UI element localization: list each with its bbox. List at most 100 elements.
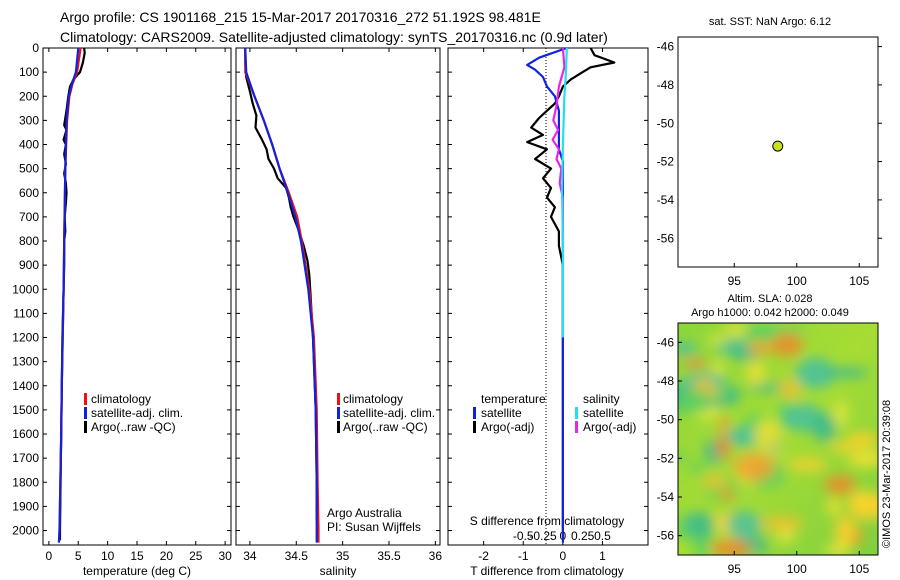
heatmap-blob [861, 450, 876, 460]
difference-panel: -2 -1 0 1-0.5-0.25 0 0.25 0.5 S difference fro… [447, 47, 649, 578]
salinity-panel: 34 34.5 35 35.5 36 salinity climatology sate… [235, 47, 443, 578]
sla-heatmap-blobs [678, 323, 878, 555]
heatmap-blob [678, 450, 692, 465]
heatmap-blob [788, 458, 827, 471]
temperature-panel: 0 5 10 15 20 25 300100200300400500600700800900… [12, 41, 232, 578]
heatmap-blob [771, 332, 804, 357]
x-tick-label: 30 [218, 549, 232, 563]
heatmap-blob [834, 516, 857, 547]
temperature-axes-frame [42, 47, 232, 546]
sla-map-panel: Altim. SLA: 0.028 Argo h1000: 0.042 h200… [657, 293, 879, 576]
heatmap-blob [695, 536, 709, 555]
legend-label-argo: Argo(..raw -QC) [91, 420, 176, 434]
diff-legend-label-s-satellite: satellite [583, 406, 624, 420]
heatmap-blob [826, 497, 842, 517]
argo-position-marker [772, 140, 784, 152]
x-tick-label: 105 [849, 274, 869, 288]
sal-legend-label-argo: Argo(..raw -QC) [343, 420, 428, 434]
x-tick-label: -2 [478, 549, 489, 563]
y-tick-label: 1300 [12, 355, 39, 369]
heatmap-blob [794, 357, 836, 389]
y-tick-label: 1800 [12, 475, 39, 489]
temperature-ticks: 0 5 10 15 20 25 300100200300400500600700800900… [12, 41, 232, 563]
y-tick-label: -52 [657, 451, 675, 465]
y-tick-label: 600 [19, 186, 39, 200]
diff-temperature-argo-line [526, 48, 616, 531]
heatmap-blob [776, 527, 796, 543]
x-tick-label: 35.5 [377, 549, 401, 563]
y-tick-label: 1200 [12, 331, 39, 345]
x-tick-label: 1 [599, 549, 606, 563]
x-tick-label: -1 [518, 549, 529, 563]
y-tick-label: -56 [657, 231, 675, 245]
temperature-satellite-line [57, 48, 80, 543]
temperature-xlabel: temperature (deg C) [83, 564, 191, 578]
x-tick-label: 36 [429, 549, 443, 563]
sla-heatmap [678, 323, 878, 555]
s-difference-label: S difference from climatology [470, 514, 625, 528]
salinity-axes-frame [235, 47, 441, 546]
heatmap-blob [678, 342, 698, 356]
salinity-argo-line [244, 48, 318, 521]
heatmap-blob [684, 512, 716, 538]
y-tick-label: -50 [657, 413, 675, 427]
heatmap-blob [733, 453, 776, 481]
sla-map-frame [677, 322, 879, 556]
heatmap-blob [719, 489, 735, 501]
temperature-lines [57, 48, 86, 543]
y-tick-label: 300 [19, 113, 39, 127]
x-tick-label: 20 [160, 549, 174, 563]
heatmap-blob [825, 367, 869, 379]
y-tick-label: -48 [657, 78, 675, 92]
x-tick-label: 95 [728, 562, 742, 576]
legend-header-temperature: temperature [481, 392, 546, 406]
heatmap-blob [834, 399, 848, 428]
y-tick-label: -50 [657, 116, 675, 130]
x-tick-label: 0 [46, 549, 53, 563]
sla-title-line1: Altim. SLA: 0.028 [728, 293, 813, 305]
legend-label-climatology: climatology [91, 392, 151, 406]
heatmap-blob [682, 358, 708, 368]
y-tick-label: 800 [19, 234, 39, 248]
x-tick-label: 5 [75, 549, 82, 563]
secondary-tick-label: 0.5 [594, 529, 611, 543]
y-tick-label: 2000 [12, 524, 39, 538]
y-tick-label: 1600 [12, 427, 39, 441]
sla-title-line2: Argo h1000: 0.042 h2000: 0.049 [691, 307, 849, 319]
diff-legend-label-s-argo: Argo(-adj) [583, 420, 636, 434]
diff-legend-swatch-t-satellite [473, 407, 476, 419]
y-tick-label: 400 [19, 138, 39, 152]
legend-label-satellite-adj: satellite-adj. clim. [91, 406, 183, 420]
y-tick-label: -54 [657, 193, 675, 207]
x-tick-label: 100 [787, 562, 807, 576]
diff-legend-label-t-satellite: satellite [481, 406, 522, 420]
heatmap-blob [716, 435, 731, 460]
sal-legend-swatch-climatology [337, 393, 340, 405]
y-tick-label: 1400 [12, 379, 39, 393]
heatmap-blob [706, 335, 728, 344]
secondary-tick-label: 0.25 [571, 529, 595, 543]
heatmap-blob [829, 442, 856, 453]
temperature-legend: climatology satellite-adj. clim. Argo(..… [84, 392, 183, 434]
y-tick-label: 1700 [12, 451, 39, 465]
diff-legend-swatch-s-argo [575, 421, 578, 433]
heatmap-blob [760, 516, 804, 531]
diff-salinity-satellite-line [560, 48, 568, 338]
sla-map-ticks: 95 100 105 -46 -48 -50 -52 -54 -56 [657, 335, 870, 576]
y-tick-label: 1500 [12, 403, 39, 417]
x-tick-label: 100 [787, 274, 807, 288]
secondary-tick-label: -0.5 [513, 529, 534, 543]
header-line2: Climatology: CARS2009. Satellite-adjuste… [60, 29, 608, 45]
heatmap-blob [724, 386, 742, 403]
secondary-tick-label: -0.25 [529, 529, 557, 543]
heatmap-blob [726, 510, 761, 540]
temperature-climatology-line [57, 48, 82, 543]
y-tick-label: 1100 [13, 306, 39, 320]
difference-ticks: -2 -1 0 1-0.5-0.25 0 0.25 0.5 [448, 47, 648, 563]
diff-legend-label-t-argo: Argo(-adj) [481, 420, 534, 434]
annotation-pi-name: PI: Susan Wijffels [327, 520, 421, 534]
position-map-title: sat. SST: NaN Argo: 6.12 [709, 16, 831, 28]
legend-swatch-climatology [84, 393, 87, 405]
x-tick-label: 15 [130, 549, 144, 563]
